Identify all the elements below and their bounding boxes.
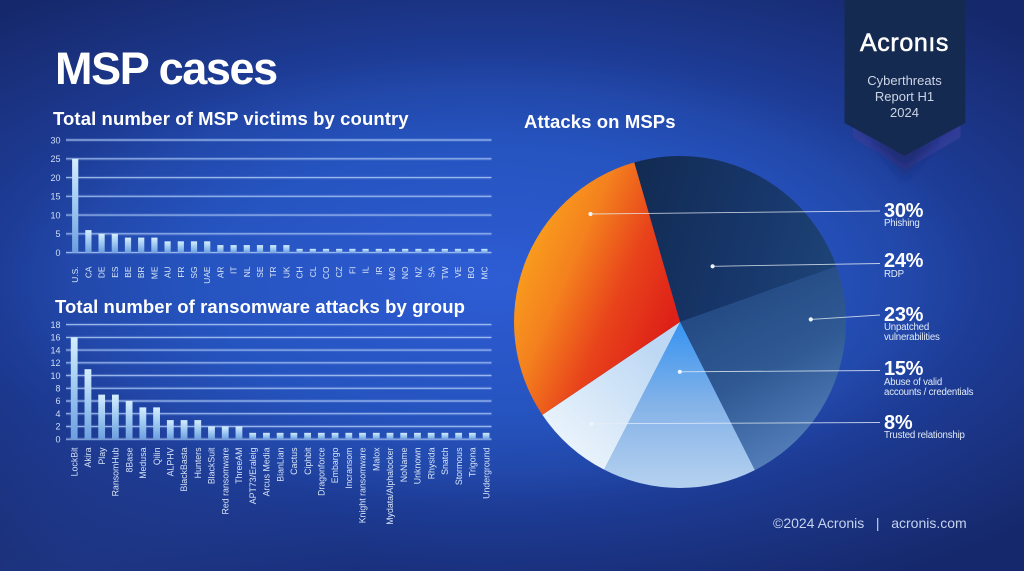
svg-text:30: 30 bbox=[50, 135, 60, 145]
svg-text:2: 2 bbox=[55, 422, 60, 432]
svg-text:AR: AR bbox=[215, 267, 225, 279]
svg-text:CL: CL bbox=[308, 266, 318, 277]
svg-text:6: 6 bbox=[55, 396, 60, 406]
svg-text:SE: SE bbox=[255, 266, 265, 278]
svg-text:Ciphbit: Ciphbit bbox=[303, 447, 313, 475]
svg-text:Trigona: Trigona bbox=[468, 447, 478, 477]
svg-text:IT: IT bbox=[229, 267, 239, 274]
svg-text:NO: NO bbox=[400, 266, 410, 279]
svg-text:4: 4 bbox=[55, 409, 60, 419]
svg-text:Dragonforce: Dragonforce bbox=[317, 447, 327, 496]
svg-text:NL: NL bbox=[242, 266, 252, 277]
svg-text:BR: BR bbox=[136, 267, 146, 279]
svg-text:Stormous: Stormous bbox=[454, 447, 464, 485]
svg-text:Cactus: Cactus bbox=[289, 447, 299, 475]
svg-text:SG: SG bbox=[189, 267, 199, 279]
svg-text:AU: AU bbox=[163, 267, 173, 279]
svg-text:CH: CH bbox=[295, 267, 305, 279]
svg-text:8Base: 8Base bbox=[124, 447, 134, 472]
svg-text:Underground: Underground bbox=[481, 447, 491, 498]
svg-text:Red ransomware: Red ransomware bbox=[220, 447, 230, 514]
svg-text:ES: ES bbox=[110, 266, 120, 278]
svg-text:Akira: Akira bbox=[83, 447, 93, 467]
svg-text:10: 10 bbox=[50, 371, 60, 381]
svg-text:Malox: Malox bbox=[371, 447, 381, 471]
svg-text:10: 10 bbox=[50, 210, 60, 220]
svg-text:LockBit: LockBit bbox=[69, 447, 79, 476]
svg-text:0: 0 bbox=[55, 434, 60, 444]
svg-text:ALPHV: ALPHV bbox=[165, 447, 175, 476]
svg-text:CZ: CZ bbox=[334, 267, 344, 278]
svg-text:Rhysida: Rhysida bbox=[426, 447, 436, 479]
svg-text:Knight ransomware: Knight ransomware bbox=[358, 447, 368, 523]
svg-text:5: 5 bbox=[55, 229, 60, 239]
svg-text:8: 8 bbox=[55, 384, 60, 394]
svg-text:IL: IL bbox=[361, 266, 371, 273]
svg-text:MC: MC bbox=[479, 267, 489, 280]
svg-text:UAE: UAE bbox=[202, 266, 212, 284]
svg-text:15: 15 bbox=[50, 192, 60, 202]
svg-text:BO: BO bbox=[466, 266, 476, 279]
svg-text:Qilin: Qilin bbox=[152, 447, 162, 465]
svg-text:18: 18 bbox=[50, 320, 60, 330]
svg-text:Incransom: Incransom bbox=[344, 448, 354, 489]
svg-text:Arcus Media: Arcus Media bbox=[262, 447, 272, 496]
svg-text:DE: DE bbox=[97, 266, 107, 278]
svg-text:Embargo: Embargo bbox=[330, 447, 340, 483]
svg-text:25: 25 bbox=[50, 154, 60, 164]
svg-text:Play: Play bbox=[97, 447, 107, 465]
svg-text:RansomHub: RansomHub bbox=[111, 447, 121, 496]
svg-text:NoName: NoName bbox=[399, 447, 409, 482]
svg-text:Unknown: Unknown bbox=[413, 447, 423, 484]
svg-text:TW: TW bbox=[440, 266, 450, 279]
svg-text:FR: FR bbox=[176, 267, 186, 278]
svg-text:IR: IR bbox=[374, 267, 384, 275]
svg-text:UK: UK bbox=[281, 266, 291, 278]
svg-text:BlackSuit: BlackSuit bbox=[207, 447, 217, 484]
svg-text:FI: FI bbox=[347, 267, 357, 274]
svg-text:U.S.: U.S. bbox=[70, 267, 80, 283]
svg-text:SA: SA bbox=[427, 266, 437, 278]
svg-text:20: 20 bbox=[50, 173, 60, 183]
svg-text:Snatch: Snatch bbox=[440, 447, 450, 474]
svg-text:BianLian: BianLian bbox=[275, 447, 285, 481]
svg-text:BlackBasta: BlackBasta bbox=[179, 447, 189, 491]
svg-text:Mydata/Alphalocker: Mydata/Alphalocker bbox=[385, 447, 395, 524]
svg-text:Medusa: Medusa bbox=[138, 447, 148, 478]
svg-text:CA: CA bbox=[83, 266, 93, 278]
svg-text:VE: VE bbox=[453, 266, 463, 278]
svg-text:Hunters: Hunters bbox=[193, 447, 203, 478]
svg-text:0: 0 bbox=[55, 248, 60, 258]
svg-text:TR: TR bbox=[268, 267, 278, 278]
svg-text:ME: ME bbox=[149, 266, 159, 279]
svg-text:MO: MO bbox=[387, 266, 397, 280]
svg-text:16: 16 bbox=[50, 333, 60, 343]
svg-text:BE: BE bbox=[123, 266, 133, 278]
svg-text:14: 14 bbox=[50, 345, 60, 355]
svg-text:CO: CO bbox=[321, 266, 331, 279]
svg-text:NZ: NZ bbox=[413, 267, 423, 278]
svg-text:APT73/Eraleig: APT73/Eraleig bbox=[248, 447, 258, 504]
svg-text:12: 12 bbox=[50, 358, 60, 368]
svg-text:ThreeAM: ThreeAM bbox=[234, 448, 244, 484]
